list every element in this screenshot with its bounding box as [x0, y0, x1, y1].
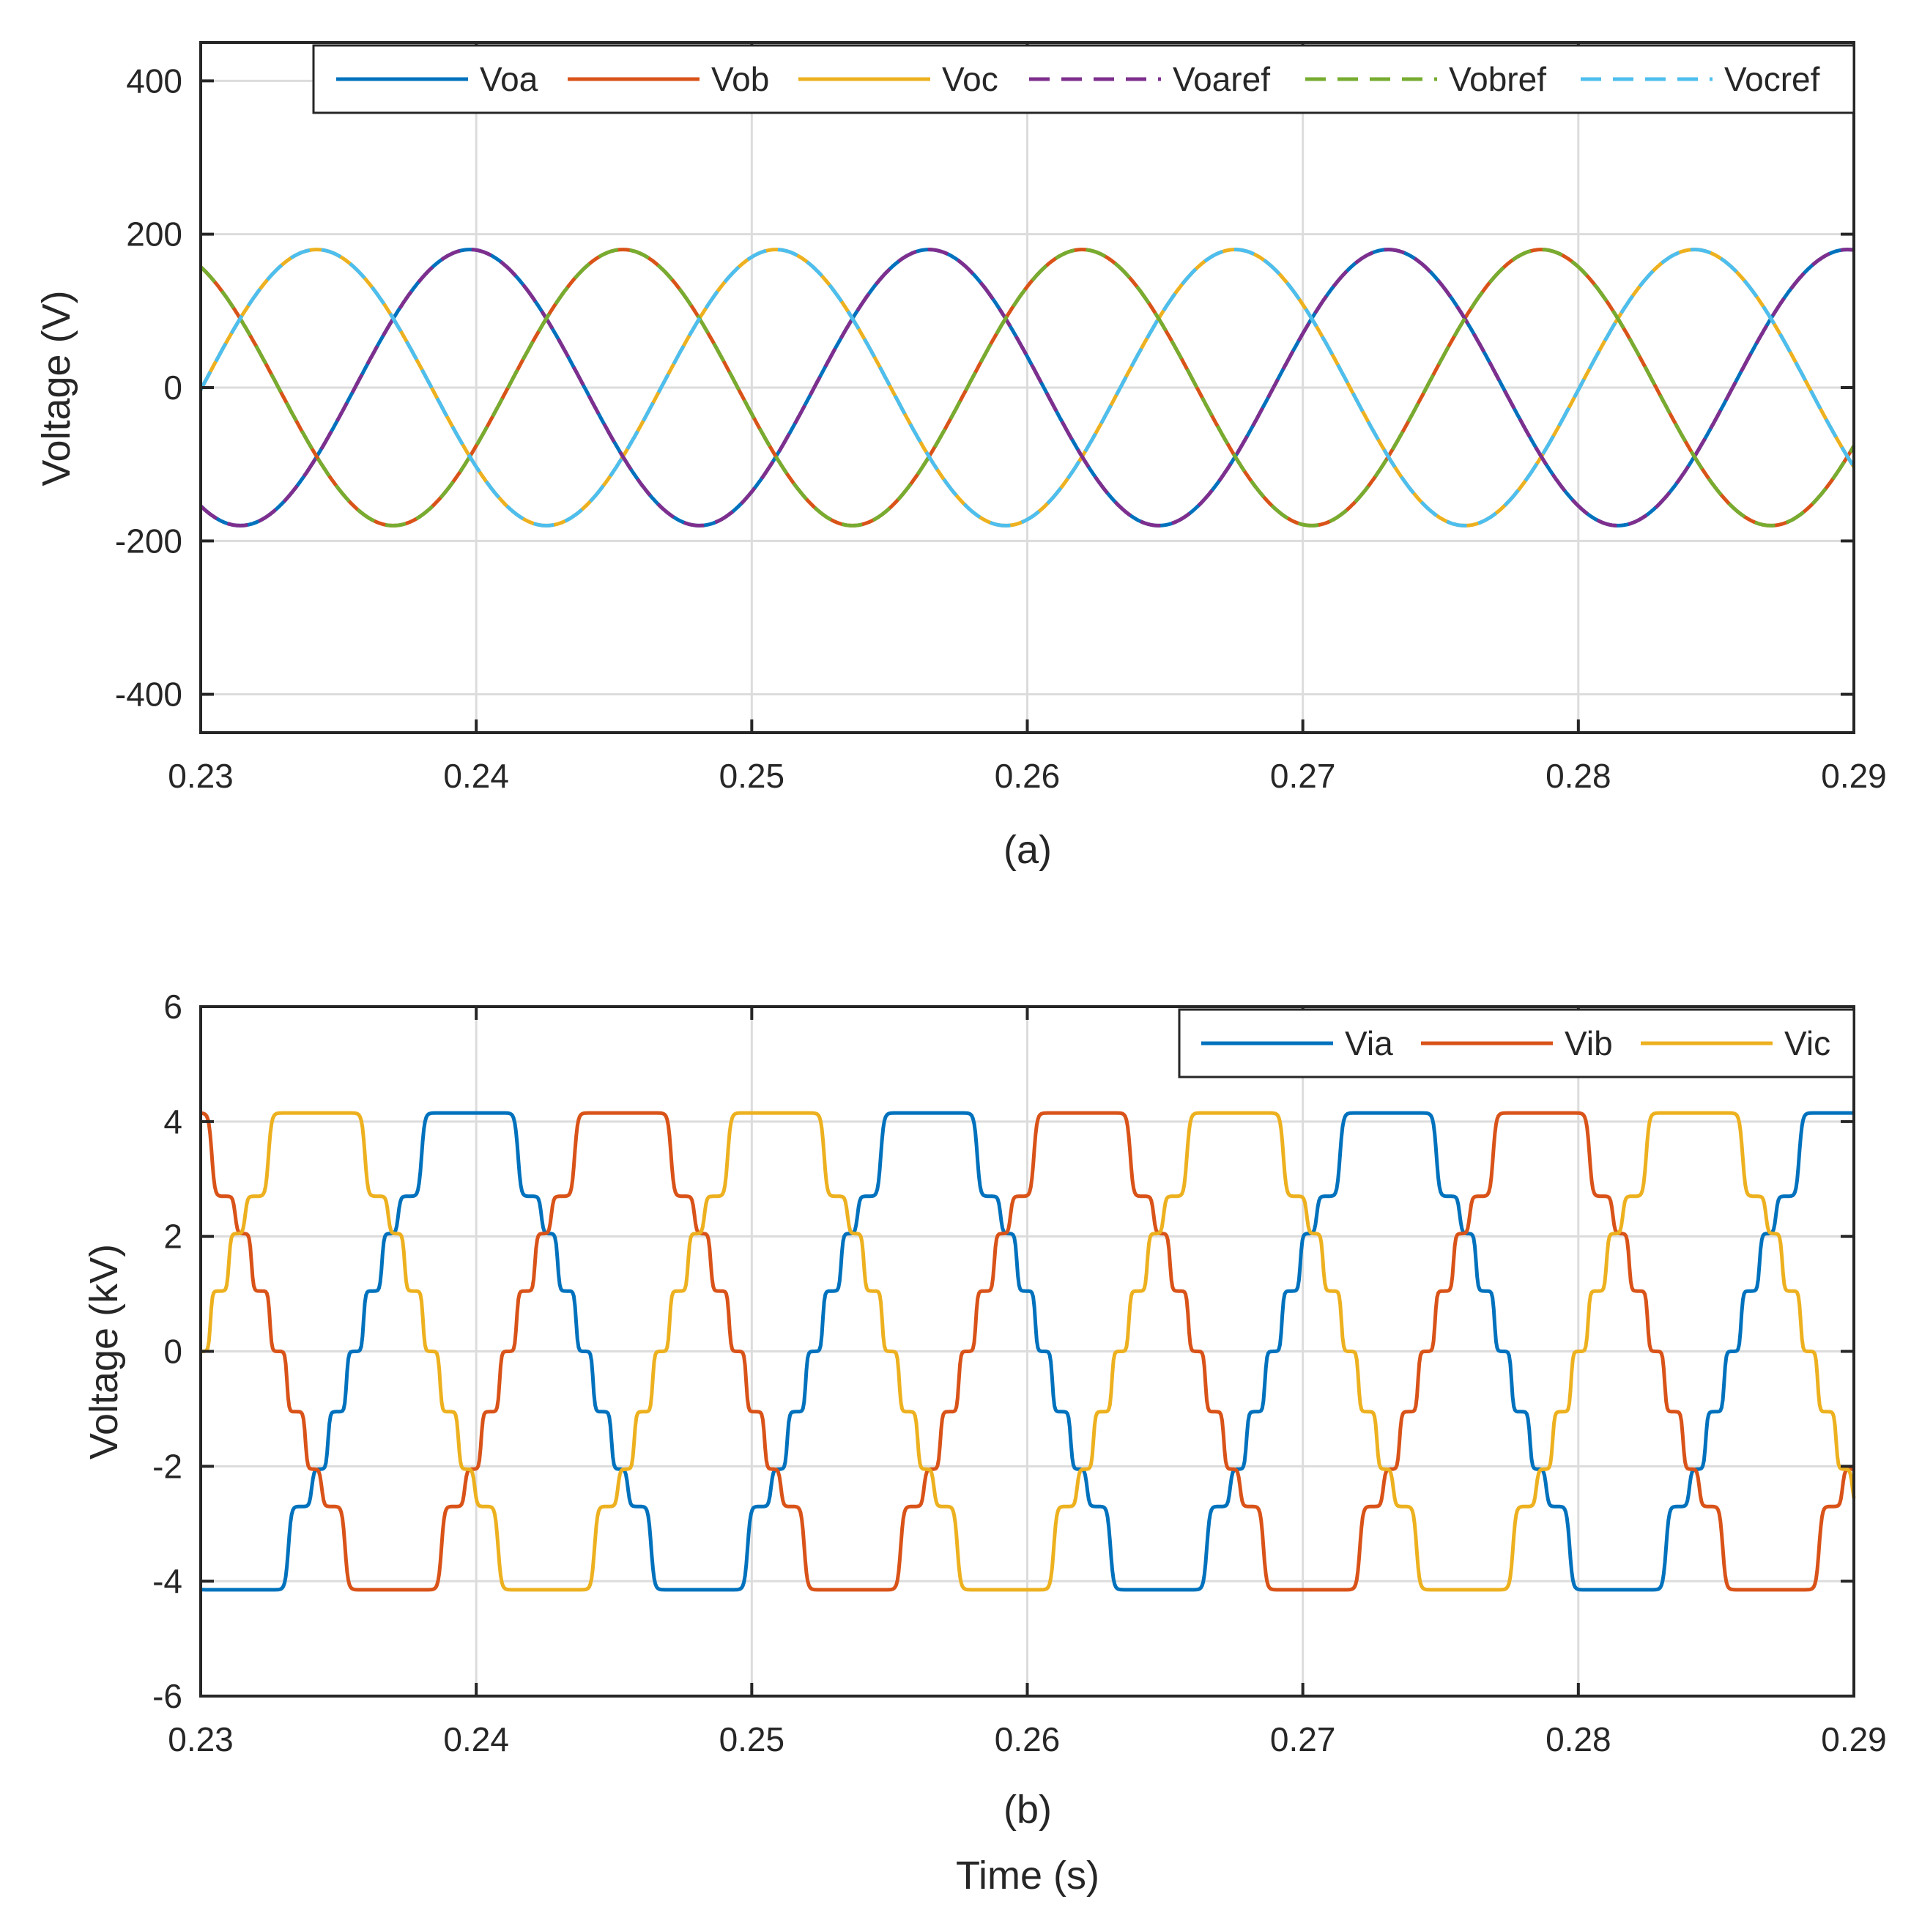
a-caption: (a)	[1003, 828, 1052, 872]
x-tick-label: 0.25	[719, 1720, 785, 1758]
x-tick-label: 0.23	[168, 1720, 234, 1758]
y-tick-label: 4	[163, 1103, 182, 1141]
b-grid	[199, 1005, 1855, 1698]
a-y-axis-title: Voltage (V)	[34, 290, 78, 486]
a-grid	[199, 42, 1855, 733]
legend-label-vob: Vob	[711, 60, 769, 98]
y-tick-label: 6	[163, 988, 182, 1026]
series-line-vobref	[199, 248, 1856, 528]
series-line-vib	[200, 1111, 1855, 1592]
b-y-axis-title: Voltage (kV)	[82, 1244, 126, 1459]
series-line-voaref	[199, 248, 1855, 528]
y-tick-label: 400	[126, 62, 182, 100]
a-legend: Voa Vob Voc Voaref Vobref Vocref	[312, 44, 1855, 114]
a-axes: 0.23 0.24 0.25 0.26 0.27 0.28 0.29 400 200 0 -200 -…	[115, 41, 1887, 795]
y-tick-label: 0	[163, 369, 182, 407]
b-axes: 0.23 0.24 0.25 0.26 0.27 0.28 0.29 6 4 2 0 -2 -4 -6	[152, 988, 1887, 1758]
y-tick-label: -200	[115, 522, 182, 560]
y-tick-label: 0	[163, 1333, 182, 1371]
legend-label-voa: Voa	[480, 60, 538, 98]
a-series	[198, 248, 1856, 528]
x-tick-label: 0.28	[1546, 757, 1611, 795]
b-caption: (b)	[1003, 1788, 1052, 1832]
legend-label-vic: Vic	[1784, 1024, 1830, 1062]
y-tick-label: -2	[152, 1447, 182, 1485]
legend-label-voc: Voc	[942, 60, 998, 98]
legend-label-vocref: Vocref	[1724, 60, 1820, 98]
x-tick-label: 0.29	[1821, 1720, 1887, 1758]
b-legend: Via Vib Vic	[1178, 1008, 1855, 1078]
legend-label-voaref: Voaref	[1173, 60, 1270, 98]
x-tick-label: 0.27	[1270, 757, 1336, 795]
x-tick-label: 0.24	[443, 757, 509, 795]
x-tick-label: 0.23	[168, 757, 234, 795]
x-tick-label: 0.24	[443, 1720, 509, 1758]
y-tick-label: -400	[115, 676, 182, 714]
x-tick-label: 0.26	[995, 757, 1061, 795]
y-tick-label: -4	[152, 1562, 182, 1600]
panel-b: 0.23 0.24 0.25 0.26 0.27 0.28 0.29 6 4 2 0 -2 -4 -6 V…	[82, 988, 1887, 1898]
b-series	[200, 1111, 1856, 1592]
y-tick-label: -6	[152, 1677, 182, 1715]
x-tick-label: 0.27	[1270, 1720, 1336, 1758]
x-tick-label: 0.28	[1546, 1720, 1611, 1758]
legend-label-via: Via	[1345, 1024, 1393, 1062]
legend-label-vobref: Vobref	[1449, 60, 1546, 98]
series-line-vocref	[198, 248, 1856, 528]
x-tick-label: 0.26	[995, 1720, 1061, 1758]
b-x-axis-title: Time (s)	[956, 1854, 1099, 1898]
x-tick-label: 0.29	[1821, 757, 1887, 795]
series-line-via	[200, 1111, 1855, 1592]
panel-a: 0.23 0.24 0.25 0.26 0.27 0.28 0.29 400 200 0 -200 -…	[34, 41, 1887, 872]
y-tick-label: 2	[163, 1218, 182, 1256]
legend-label-vib: Vib	[1565, 1024, 1613, 1062]
y-tick-label: 200	[126, 215, 182, 253]
series-line-vic	[200, 1111, 1856, 1592]
x-tick-label: 0.25	[719, 757, 785, 795]
